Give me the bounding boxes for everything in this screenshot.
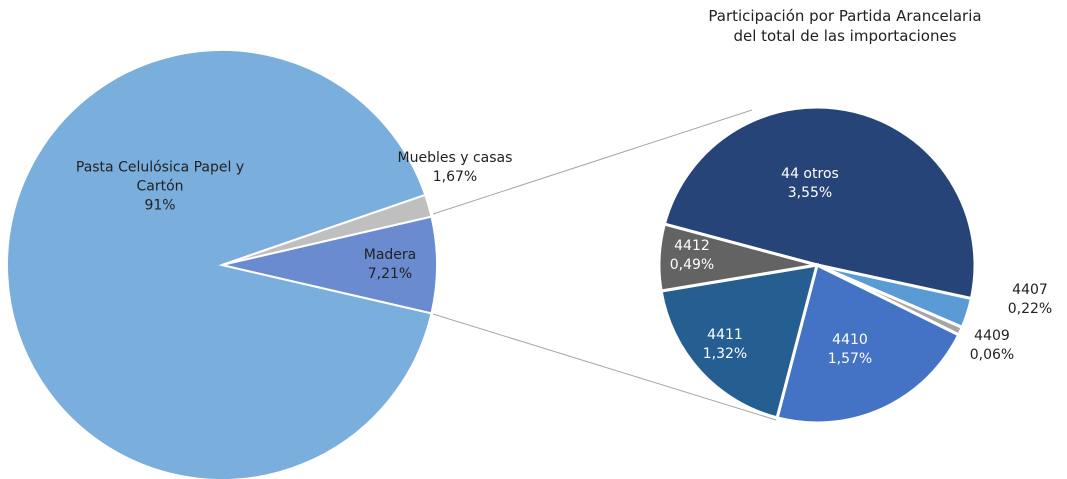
pie-slice: [6, 49, 433, 479]
slice-label: Muebles y casas 1,67%: [385, 149, 525, 187]
value-label: 7,21%: [367, 266, 413, 282]
category-label: 4407: [1012, 282, 1048, 298]
slice-label: 4411 1,32%: [690, 326, 760, 364]
pie-slice: [221, 215, 438, 315]
value-label: 1,32%: [702, 346, 748, 362]
category-label: 4412: [674, 238, 710, 254]
category-label: Madera: [363, 247, 417, 263]
value-label: 3,55%: [787, 185, 833, 201]
category-label: Muebles y casas: [397, 150, 513, 166]
slice-label: Pasta Celulósica Papel y Cartón 91%: [70, 159, 250, 216]
pie-slice: [775, 262, 961, 425]
value-label: 0,06%: [969, 347, 1015, 363]
category-label: 4410: [832, 332, 868, 348]
value-label: 0,22%: [1007, 301, 1053, 317]
category-label: Pasta Celulósica Papel y Cartón: [75, 159, 245, 195]
pie-slice: [659, 263, 820, 420]
connector-line: [432, 109, 753, 215]
value-label: 1,57%: [827, 351, 873, 367]
value-label: 91%: [144, 197, 176, 214]
slice-label: 4412 0,49%: [657, 237, 727, 275]
value-label: 1,67%: [432, 169, 478, 185]
slice-label: 4410 1,57%: [815, 331, 885, 369]
category-label: 4411: [707, 327, 743, 343]
slice-label: 44 otros 3,55%: [765, 165, 855, 203]
chart-title: Participación por Partida Arancelaria de…: [708, 7, 982, 45]
category-label: 4409: [974, 328, 1010, 344]
connector-line: [432, 313, 777, 421]
value-label: 0,49%: [669, 257, 715, 273]
slice-label: Madera 7,21%: [345, 246, 435, 284]
pie-slice: [657, 222, 818, 293]
pie-slice: [662, 105, 977, 301]
slice-label: 4407 0,22%: [1000, 281, 1060, 319]
slice-label: 4409 0,06%: [962, 327, 1022, 365]
category-label: 44 otros: [781, 166, 839, 182]
